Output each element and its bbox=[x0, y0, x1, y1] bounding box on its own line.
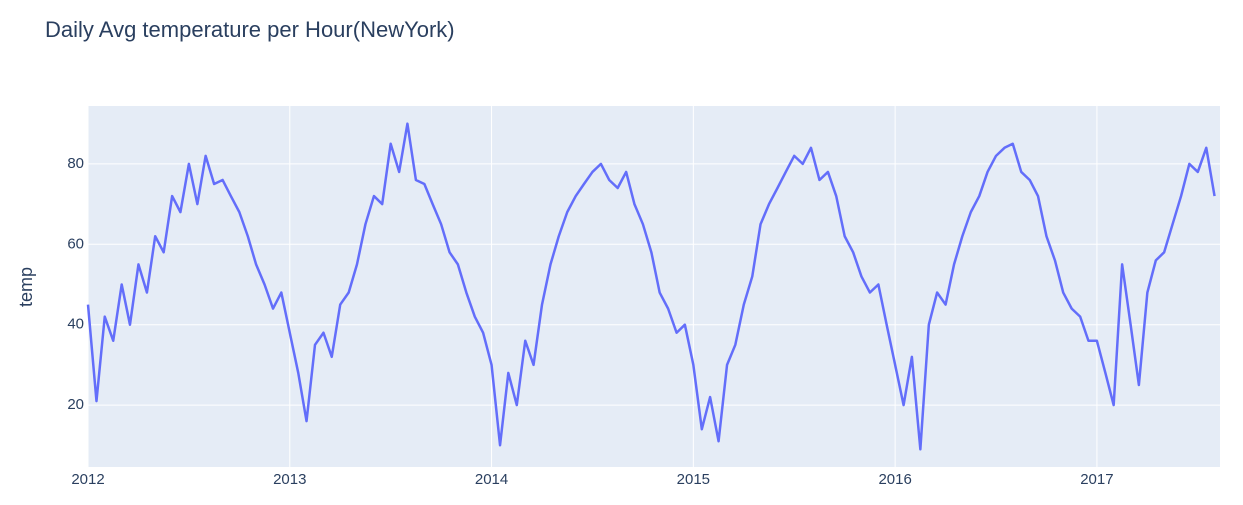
y-tick-label: 40 bbox=[67, 316, 84, 333]
y-tick-label: 60 bbox=[67, 235, 84, 252]
temp-line bbox=[86, 122, 1216, 451]
x-tick-label: 2016 bbox=[878, 471, 911, 488]
y-tick-label: 80 bbox=[67, 155, 84, 172]
y-tick-label: 20 bbox=[67, 396, 84, 413]
chart-title: Daily Avg temperature per Hour(NewYork) bbox=[45, 17, 455, 42]
x-tick-label: 2017 bbox=[1080, 471, 1113, 488]
y-axis-label: temp bbox=[16, 267, 36, 307]
x-tick-label: 2014 bbox=[475, 471, 508, 488]
x-tick-label: 2015 bbox=[677, 471, 710, 488]
x-tick-label: 2013 bbox=[273, 471, 306, 488]
x-tick-label: 2012 bbox=[71, 471, 104, 488]
plot-area bbox=[88, 106, 1220, 467]
